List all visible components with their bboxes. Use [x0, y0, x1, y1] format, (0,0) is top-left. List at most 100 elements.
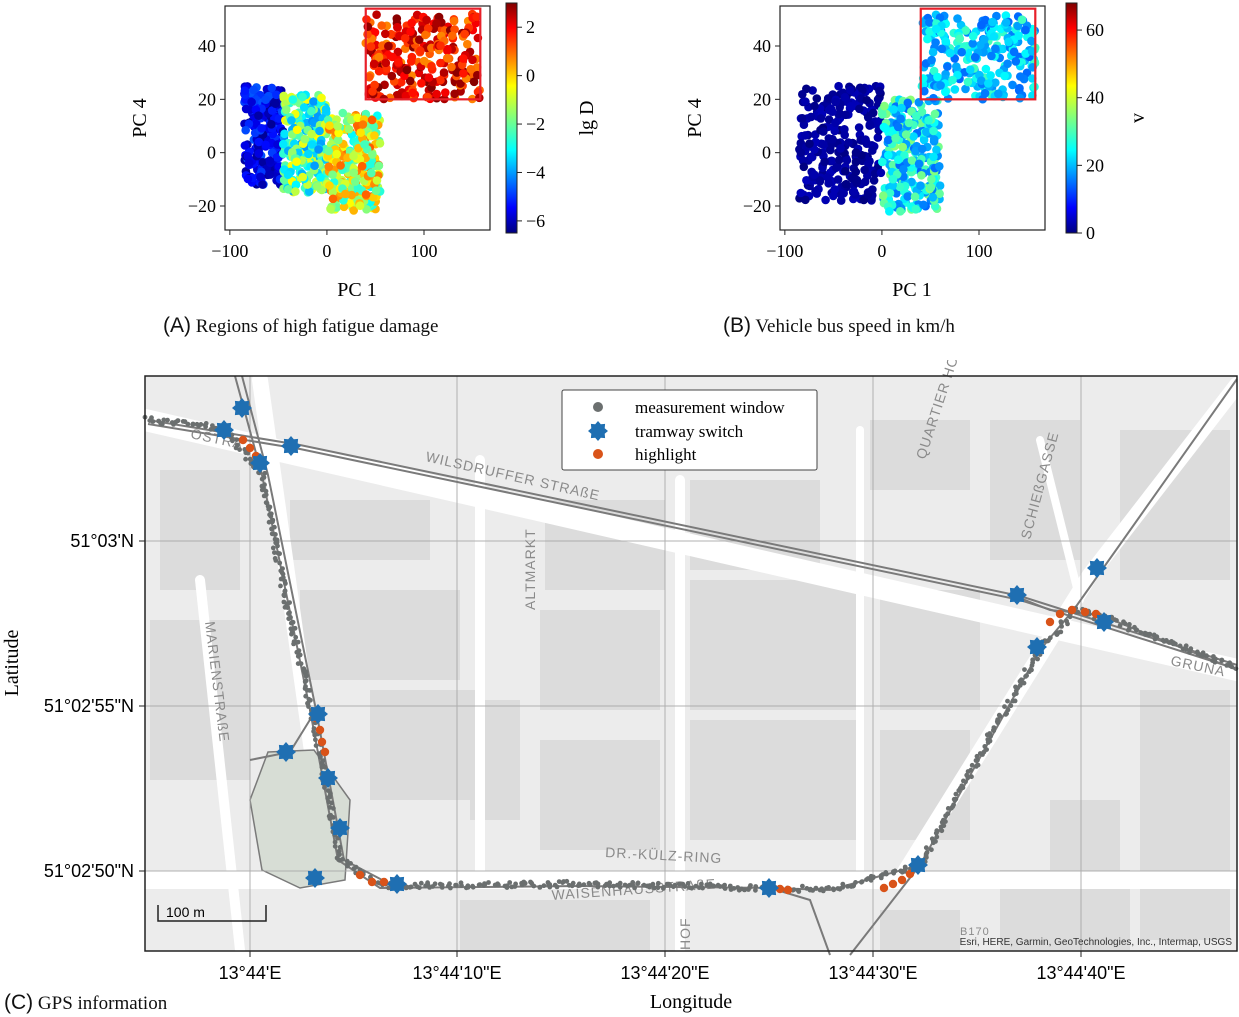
scatter-point — [855, 104, 864, 114]
scatter-point — [291, 187, 300, 196]
chart-a-highlight-box — [364, 7, 482, 101]
scatter-point — [925, 27, 934, 36]
measurement-point — [987, 731, 993, 736]
scatter-point — [272, 153, 282, 162]
measurement-point — [1204, 653, 1209, 659]
measurement-point — [323, 764, 328, 770]
measurement-point — [969, 774, 974, 780]
measurement-point — [560, 880, 565, 885]
measurement-point — [306, 704, 311, 709]
x-tick-label: −100 — [211, 241, 248, 261]
measurement-point — [313, 743, 319, 748]
street-label-altmarkt: ALTMARKT — [522, 528, 538, 610]
measurement-point — [331, 806, 336, 811]
scatter-point — [907, 177, 916, 187]
street-label-b170: B170 — [960, 926, 990, 938]
scatter-point — [332, 149, 342, 159]
scatter-point — [372, 176, 382, 185]
scale-bar: 100 m — [157, 904, 267, 922]
measurement-point — [325, 795, 331, 801]
scatter-point — [1015, 93, 1025, 103]
measurement-point — [1005, 698, 1010, 704]
measurement-point — [203, 421, 209, 426]
scatter-point — [272, 90, 281, 100]
scatter-point — [459, 54, 468, 63]
tramway-switch-marker — [250, 453, 270, 473]
scatter-point — [805, 139, 814, 148]
scatter-point — [965, 65, 975, 74]
scatter-point — [449, 16, 459, 26]
map-legend: measurement window tramway switch highli… — [561, 389, 818, 471]
measurement-point — [1030, 657, 1036, 663]
scatter-point — [267, 120, 276, 129]
measurement-point — [243, 456, 249, 462]
highlight-point — [888, 879, 898, 889]
measurement-point — [269, 526, 274, 532]
measurement-point — [465, 884, 471, 890]
scatter-point — [324, 162, 334, 171]
scatter-point — [984, 79, 993, 88]
measurement-point — [1064, 618, 1069, 624]
measurement-point — [1127, 622, 1132, 627]
scatter-point — [851, 157, 861, 167]
highlight-point — [317, 737, 327, 747]
tramway-switches — [214, 398, 1114, 898]
measurement-point — [735, 885, 741, 890]
scatter-point — [981, 64, 991, 74]
measurement-point — [569, 883, 575, 889]
scatter-point — [392, 90, 402, 100]
scatter-point — [362, 205, 371, 214]
scatter-point — [427, 61, 436, 71]
scatter-point — [816, 114, 826, 123]
colorbar-b — [1065, 2, 1078, 234]
colorbar-b-label: v — [1127, 113, 1149, 123]
scatter-point — [831, 163, 841, 172]
measurement-point — [337, 852, 342, 857]
scatter-point — [922, 127, 931, 137]
scatter-point — [317, 93, 326, 103]
measurement-point — [699, 881, 704, 887]
scatter-point — [406, 27, 415, 36]
scatter-point — [917, 171, 926, 180]
map-x-tick-label: 13°44'30"E — [828, 963, 917, 983]
measurement-point — [997, 714, 1003, 719]
scatter-point — [254, 137, 264, 147]
measurement-point — [826, 885, 831, 890]
measurement-point — [1147, 631, 1153, 637]
scatter-point — [374, 52, 384, 62]
scatter-point — [397, 77, 406, 87]
scatter-point — [1013, 21, 1023, 31]
measurement-point — [635, 880, 641, 886]
map-ylabel: Latitude — [1, 630, 23, 697]
scatter-point — [835, 155, 844, 165]
scatter-point — [888, 160, 898, 170]
measurement-point — [150, 419, 156, 424]
y-tick-label: −20 — [743, 196, 771, 216]
map-frame — [144, 375, 1238, 952]
scatter-point — [351, 177, 360, 186]
scatter-point — [298, 172, 308, 182]
measurement-point — [963, 779, 968, 785]
measurement-point — [272, 550, 277, 555]
scatter-point — [935, 189, 944, 198]
scatter-point — [258, 180, 267, 189]
colorbar-tick-label: 0 — [1086, 223, 1095, 243]
scatter-point — [860, 177, 870, 187]
scatter-point — [244, 119, 254, 129]
highlight-point — [245, 443, 255, 453]
scatter-point — [292, 125, 302, 135]
scatter-point — [442, 53, 452, 63]
scatter-point — [265, 170, 275, 179]
scatter-point — [819, 127, 828, 136]
measurement-point — [1187, 650, 1192, 655]
scatter-point — [861, 135, 870, 144]
scatter-point — [377, 21, 387, 30]
scatter-point — [854, 123, 864, 132]
measurement-point — [243, 450, 249, 456]
scatter-point — [885, 188, 895, 198]
scatter-point — [432, 19, 441, 28]
y-tick-label: 20 — [198, 89, 216, 109]
measurement-point — [190, 421, 196, 427]
map-axes: 13°44'E 13°44'10"E 13°44'20"E 13°44'30"E 13°… — [44, 531, 1126, 983]
scatter-point — [254, 111, 263, 120]
